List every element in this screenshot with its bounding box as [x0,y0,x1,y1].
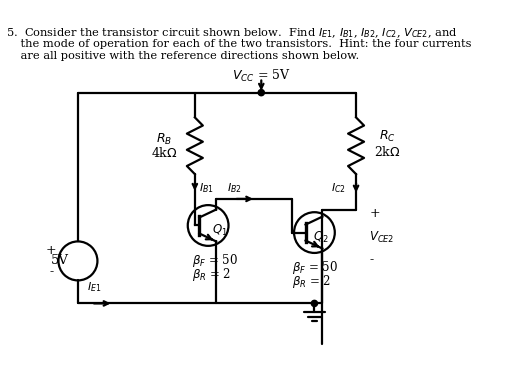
Text: $I_{E1}$: $I_{E1}$ [87,280,101,295]
Text: are all positive with the reference directions shown below.: are all positive with the reference dire… [6,51,359,61]
Circle shape [258,90,264,96]
Text: $R_C$: $R_C$ [379,130,396,144]
Text: $\beta_F$ = 50: $\beta_F$ = 50 [292,259,338,277]
Text: +: + [370,207,380,219]
Text: $\beta_R$ = 2: $\beta_R$ = 2 [292,273,331,290]
Text: $V_{CC}$ = 5V: $V_{CC}$ = 5V [232,68,290,84]
Text: $V_{CE2}$: $V_{CE2}$ [370,229,395,245]
Text: $I_{C2}$: $I_{C2}$ [331,181,346,195]
Text: -: - [49,265,54,278]
Text: $\beta_R$ = 2: $\beta_R$ = 2 [192,266,232,283]
Text: $R_B$: $R_B$ [156,132,172,147]
Text: $I_{B1}$: $I_{B1}$ [199,181,214,195]
Text: 2k$\Omega$: 2k$\Omega$ [374,145,400,159]
Text: 5.  Consider the transistor circuit shown below.  Find $I_{E1}$, $I_{B1}$, $I_{B: 5. Consider the transistor circuit shown… [6,26,458,40]
Circle shape [311,300,318,307]
Text: $Q_2$: $Q_2$ [313,229,328,245]
Text: -: - [370,253,373,266]
Text: 4k$\Omega$: 4k$\Omega$ [150,146,177,160]
Text: +: + [46,244,57,257]
Text: 5V: 5V [51,255,69,267]
Text: $I_{B2}$: $I_{B2}$ [227,181,242,195]
Text: the mode of operation for each of the two transistors.  Hint: the four currents: the mode of operation for each of the tw… [6,38,472,49]
Text: $Q_1$: $Q_1$ [212,223,227,239]
Text: $\beta_F$ = 50: $\beta_F$ = 50 [192,253,238,269]
